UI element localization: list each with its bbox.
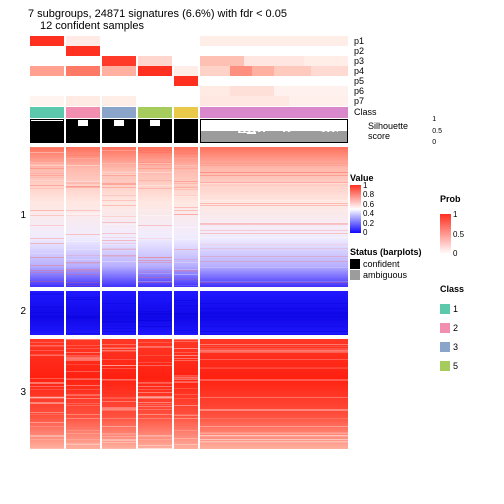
p-row bbox=[30, 96, 350, 106]
legend-status-item: ambiguous bbox=[350, 270, 440, 280]
p-label: p2 bbox=[350, 46, 440, 56]
legend-status-title: Status (barplots) bbox=[350, 247, 440, 257]
p-row bbox=[30, 86, 350, 96]
p-row bbox=[30, 76, 350, 86]
legend-status-item: confident bbox=[350, 259, 440, 269]
legend-class-item: 2 bbox=[440, 323, 496, 333]
p-row bbox=[30, 46, 350, 56]
right-labels: p1p2p3p4p5p6p7Class10.50Silhouette score… bbox=[350, 36, 440, 449]
legend-prob-gradient bbox=[440, 214, 451, 254]
silhouette-label: 10.50Silhouette score bbox=[350, 119, 440, 143]
p-label: p7 bbox=[350, 96, 440, 106]
p-row bbox=[30, 56, 350, 66]
p-label: p3 bbox=[350, 56, 440, 66]
title-block: 7 subgroups, 24871 signatures (6.6%) wit… bbox=[28, 8, 496, 32]
heatmap-row-label: 2 bbox=[8, 306, 30, 317]
p-label: p5 bbox=[350, 76, 440, 86]
legend-class-item: 1 bbox=[440, 304, 496, 314]
plot-column bbox=[30, 36, 350, 449]
class-label: Class bbox=[350, 107, 440, 118]
legend-class-item: 5 bbox=[440, 361, 496, 371]
title: 7 subgroups, 24871 signatures (6.6%) wit… bbox=[28, 8, 496, 20]
subtitle: 12 confident samples bbox=[40, 20, 496, 32]
legend-class-item: 3 bbox=[440, 342, 496, 352]
legend-prob-title: Prob bbox=[440, 194, 496, 204]
far-legend: Prob10.50Class1235 bbox=[440, 36, 496, 449]
y-axis-col: 1 2 3 bbox=[8, 36, 30, 449]
legend-class-title: Class bbox=[440, 284, 496, 294]
p-label: p1 bbox=[350, 36, 440, 46]
legend-value-gradient bbox=[350, 185, 361, 233]
main-grid: 123 p1p2p3p4p5p6p7Class10.50Silhouette s… bbox=[8, 36, 496, 449]
p-label: p6 bbox=[350, 86, 440, 96]
p-row bbox=[30, 36, 350, 46]
p-label: p4 bbox=[350, 66, 440, 76]
silhouette-row bbox=[30, 119, 350, 143]
heatmap-row-label: 1 bbox=[8, 210, 30, 221]
heatmap-section bbox=[30, 291, 350, 335]
class-bar bbox=[30, 107, 350, 118]
heatmap-section bbox=[30, 339, 350, 449]
p-row bbox=[30, 66, 350, 76]
heatmap-section bbox=[30, 147, 350, 287]
heatmap-row-label: 3 bbox=[8, 387, 30, 398]
